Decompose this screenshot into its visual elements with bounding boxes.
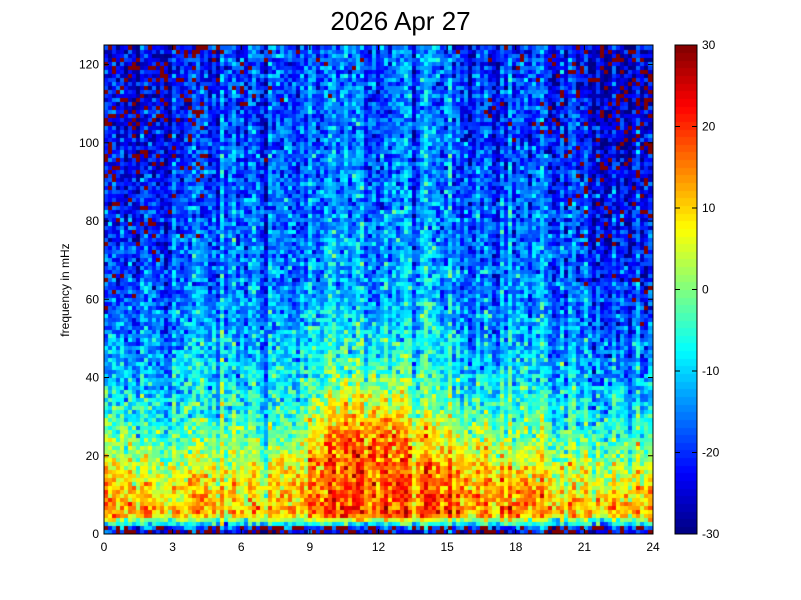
x-tick-label: 6 <box>238 540 245 554</box>
colorbar-tick-label: -10 <box>702 364 720 378</box>
plot-frame <box>103 44 654 535</box>
chart-title: 2026 Apr 27 <box>330 6 471 36</box>
colorbar-tick-label: -30 <box>702 527 720 541</box>
spectrogram-heatmap <box>104 45 653 534</box>
x-tick-label: 0 <box>101 540 108 554</box>
x-tick-label: 18 <box>509 540 523 554</box>
y-tick-label: 100 <box>79 136 99 150</box>
y-tick-label: 120 <box>79 58 99 72</box>
x-tick-label: 15 <box>440 540 454 554</box>
y-tick-label: 0 <box>92 527 99 541</box>
colorbar-tick-label: 10 <box>702 201 716 215</box>
x-tick-label: 24 <box>646 540 660 554</box>
colorbar <box>675 45 697 534</box>
colorbar-tick-label: 30 <box>702 38 716 52</box>
y-tick-label: 40 <box>86 371 100 385</box>
x-tick-label: 3 <box>169 540 176 554</box>
y-tick-label: 80 <box>86 214 100 228</box>
colorbar-tick-label: -20 <box>702 446 720 460</box>
x-tick-label: 12 <box>372 540 386 554</box>
y-tick-label: 60 <box>86 292 100 306</box>
colorbar-tick-label: 0 <box>702 283 709 297</box>
y-tick-label: 20 <box>86 449 100 463</box>
colorbar-tick-label: 20 <box>702 120 716 134</box>
x-tick-label: 9 <box>307 540 314 554</box>
x-tick-label: 21 <box>578 540 592 554</box>
